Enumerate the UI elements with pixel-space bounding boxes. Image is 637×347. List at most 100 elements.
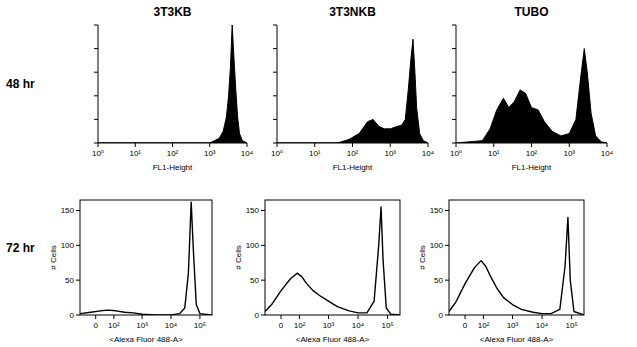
row-label: 48 hr bbox=[6, 77, 35, 91]
histogram-area bbox=[456, 49, 607, 143]
column-title: 3T3KB bbox=[153, 5, 191, 19]
y-tick bbox=[273, 95, 277, 96]
x-tick-label: 10¹ bbox=[129, 149, 141, 158]
x-tick bbox=[542, 315, 543, 319]
y-tick bbox=[94, 119, 98, 120]
panel: 010²10³10⁴10⁵050100150<Alexa Fluor 488-A… bbox=[418, 200, 584, 344]
x-tick bbox=[172, 143, 173, 147]
panel: 3T3KB10⁰10¹10²10³10⁴FL1-Height bbox=[92, 5, 254, 172]
x-tick bbox=[170, 315, 171, 319]
row-label: 72 hr bbox=[6, 241, 35, 255]
y-tick bbox=[273, 119, 277, 120]
x-tick-label: 10⁴ bbox=[422, 149, 435, 158]
x-tick bbox=[456, 143, 457, 147]
y-tick bbox=[452, 72, 456, 73]
y-tick-label: 0 bbox=[255, 311, 260, 320]
y-tick-label: 100 bbox=[61, 241, 75, 250]
y-tick bbox=[452, 143, 456, 144]
histogram-line bbox=[265, 207, 400, 315]
x-tick-label: 10⁰ bbox=[450, 149, 462, 158]
y-axis bbox=[277, 25, 278, 143]
histogram-line bbox=[449, 217, 584, 315]
x-axis-label: <Alexa Fluor 488-A> bbox=[109, 335, 183, 344]
y-tick bbox=[76, 245, 80, 246]
y-tick bbox=[452, 95, 456, 96]
y-tick-label: 150 bbox=[61, 206, 75, 215]
x-tick-label: 10⁵ bbox=[194, 321, 206, 330]
x-tick-label: 10² bbox=[167, 149, 179, 158]
x-tick-label: 10³ bbox=[204, 149, 216, 158]
y-tick-label: 100 bbox=[430, 241, 444, 250]
x-tick bbox=[113, 315, 114, 319]
data-group bbox=[277, 39, 428, 143]
x-tick-label: 10² bbox=[347, 149, 359, 158]
x-tick-label: 10³ bbox=[563, 149, 575, 158]
x-tick-label: 10⁵ bbox=[566, 321, 578, 330]
x-tick-label: 10⁴ bbox=[241, 149, 254, 158]
data-group bbox=[98, 25, 247, 143]
x-tick-label: 10⁵ bbox=[382, 321, 394, 330]
y-tick-label: 100 bbox=[246, 241, 260, 250]
y-tick bbox=[261, 210, 265, 211]
y-tick-label: 50 bbox=[65, 276, 74, 285]
y-tick bbox=[445, 245, 449, 246]
x-tick-label: 10³ bbox=[384, 149, 396, 158]
x-tick-label: 0 bbox=[93, 321, 98, 330]
x-tick bbox=[352, 143, 353, 147]
x-tick bbox=[95, 315, 96, 319]
y-tick bbox=[261, 245, 265, 246]
y-tick-label: 50 bbox=[434, 276, 443, 285]
figure: 48 hr 72 hr 3T3KB 10⁰ 10¹ 10² 10³ 10⁴ FL1-Height… bbox=[0, 0, 637, 347]
y-tick bbox=[94, 72, 98, 73]
histogram-area bbox=[98, 25, 247, 143]
x-tick-label: 10² bbox=[526, 149, 538, 158]
x-tick bbox=[209, 143, 210, 147]
x-tick-label: 0 bbox=[463, 321, 468, 330]
y-tick bbox=[452, 119, 456, 120]
x-axis-label: FL1-Height bbox=[512, 163, 552, 172]
x-tick-label: 10² bbox=[478, 321, 490, 330]
x-axis-label: <Alexa Fluor 488-A> bbox=[296, 335, 370, 344]
x-tick bbox=[135, 143, 136, 147]
x-tick-label: 10¹ bbox=[488, 149, 500, 158]
x-axis-label: <Alexa Fluor 488-A> bbox=[480, 335, 554, 344]
y-tick bbox=[261, 315, 265, 316]
histogram-line bbox=[80, 202, 212, 315]
y-tick bbox=[452, 25, 456, 26]
y-tick bbox=[94, 143, 98, 144]
x-tick-label: 10⁰ bbox=[92, 149, 104, 158]
x-tick bbox=[281, 315, 282, 319]
x-tick bbox=[571, 315, 572, 319]
y-axis bbox=[456, 25, 457, 143]
x-tick-label: 10⁴ bbox=[165, 321, 178, 330]
y-tick bbox=[452, 48, 456, 49]
y-tick bbox=[76, 315, 80, 316]
x-tick bbox=[428, 143, 429, 147]
column-title: 3T3NKB bbox=[329, 5, 376, 19]
y-tick bbox=[76, 210, 80, 211]
x-tick bbox=[314, 143, 315, 147]
x-tick-label: 10² bbox=[294, 321, 306, 330]
y-tick bbox=[273, 48, 277, 49]
x-tick-label: 10³ bbox=[323, 321, 335, 330]
x-tick bbox=[607, 143, 608, 147]
x-tick bbox=[98, 143, 99, 147]
data-group bbox=[80, 202, 212, 315]
y-tick-label: 50 bbox=[250, 276, 259, 285]
x-tick bbox=[390, 143, 391, 147]
y-tick bbox=[94, 48, 98, 49]
y-tick-label: 0 bbox=[70, 311, 75, 320]
data-group bbox=[265, 207, 400, 315]
x-tick bbox=[531, 143, 532, 147]
y-tick bbox=[273, 143, 277, 144]
y-tick bbox=[94, 25, 98, 26]
y-tick bbox=[273, 25, 277, 26]
x-tick bbox=[493, 143, 494, 147]
x-tick bbox=[299, 315, 300, 319]
x-tick-label: 0 bbox=[279, 321, 284, 330]
y-tick-label: 0 bbox=[439, 311, 444, 320]
y-tick bbox=[94, 95, 98, 96]
histogram-area bbox=[277, 39, 428, 143]
x-tick bbox=[569, 143, 570, 147]
y-tick bbox=[445, 210, 449, 211]
